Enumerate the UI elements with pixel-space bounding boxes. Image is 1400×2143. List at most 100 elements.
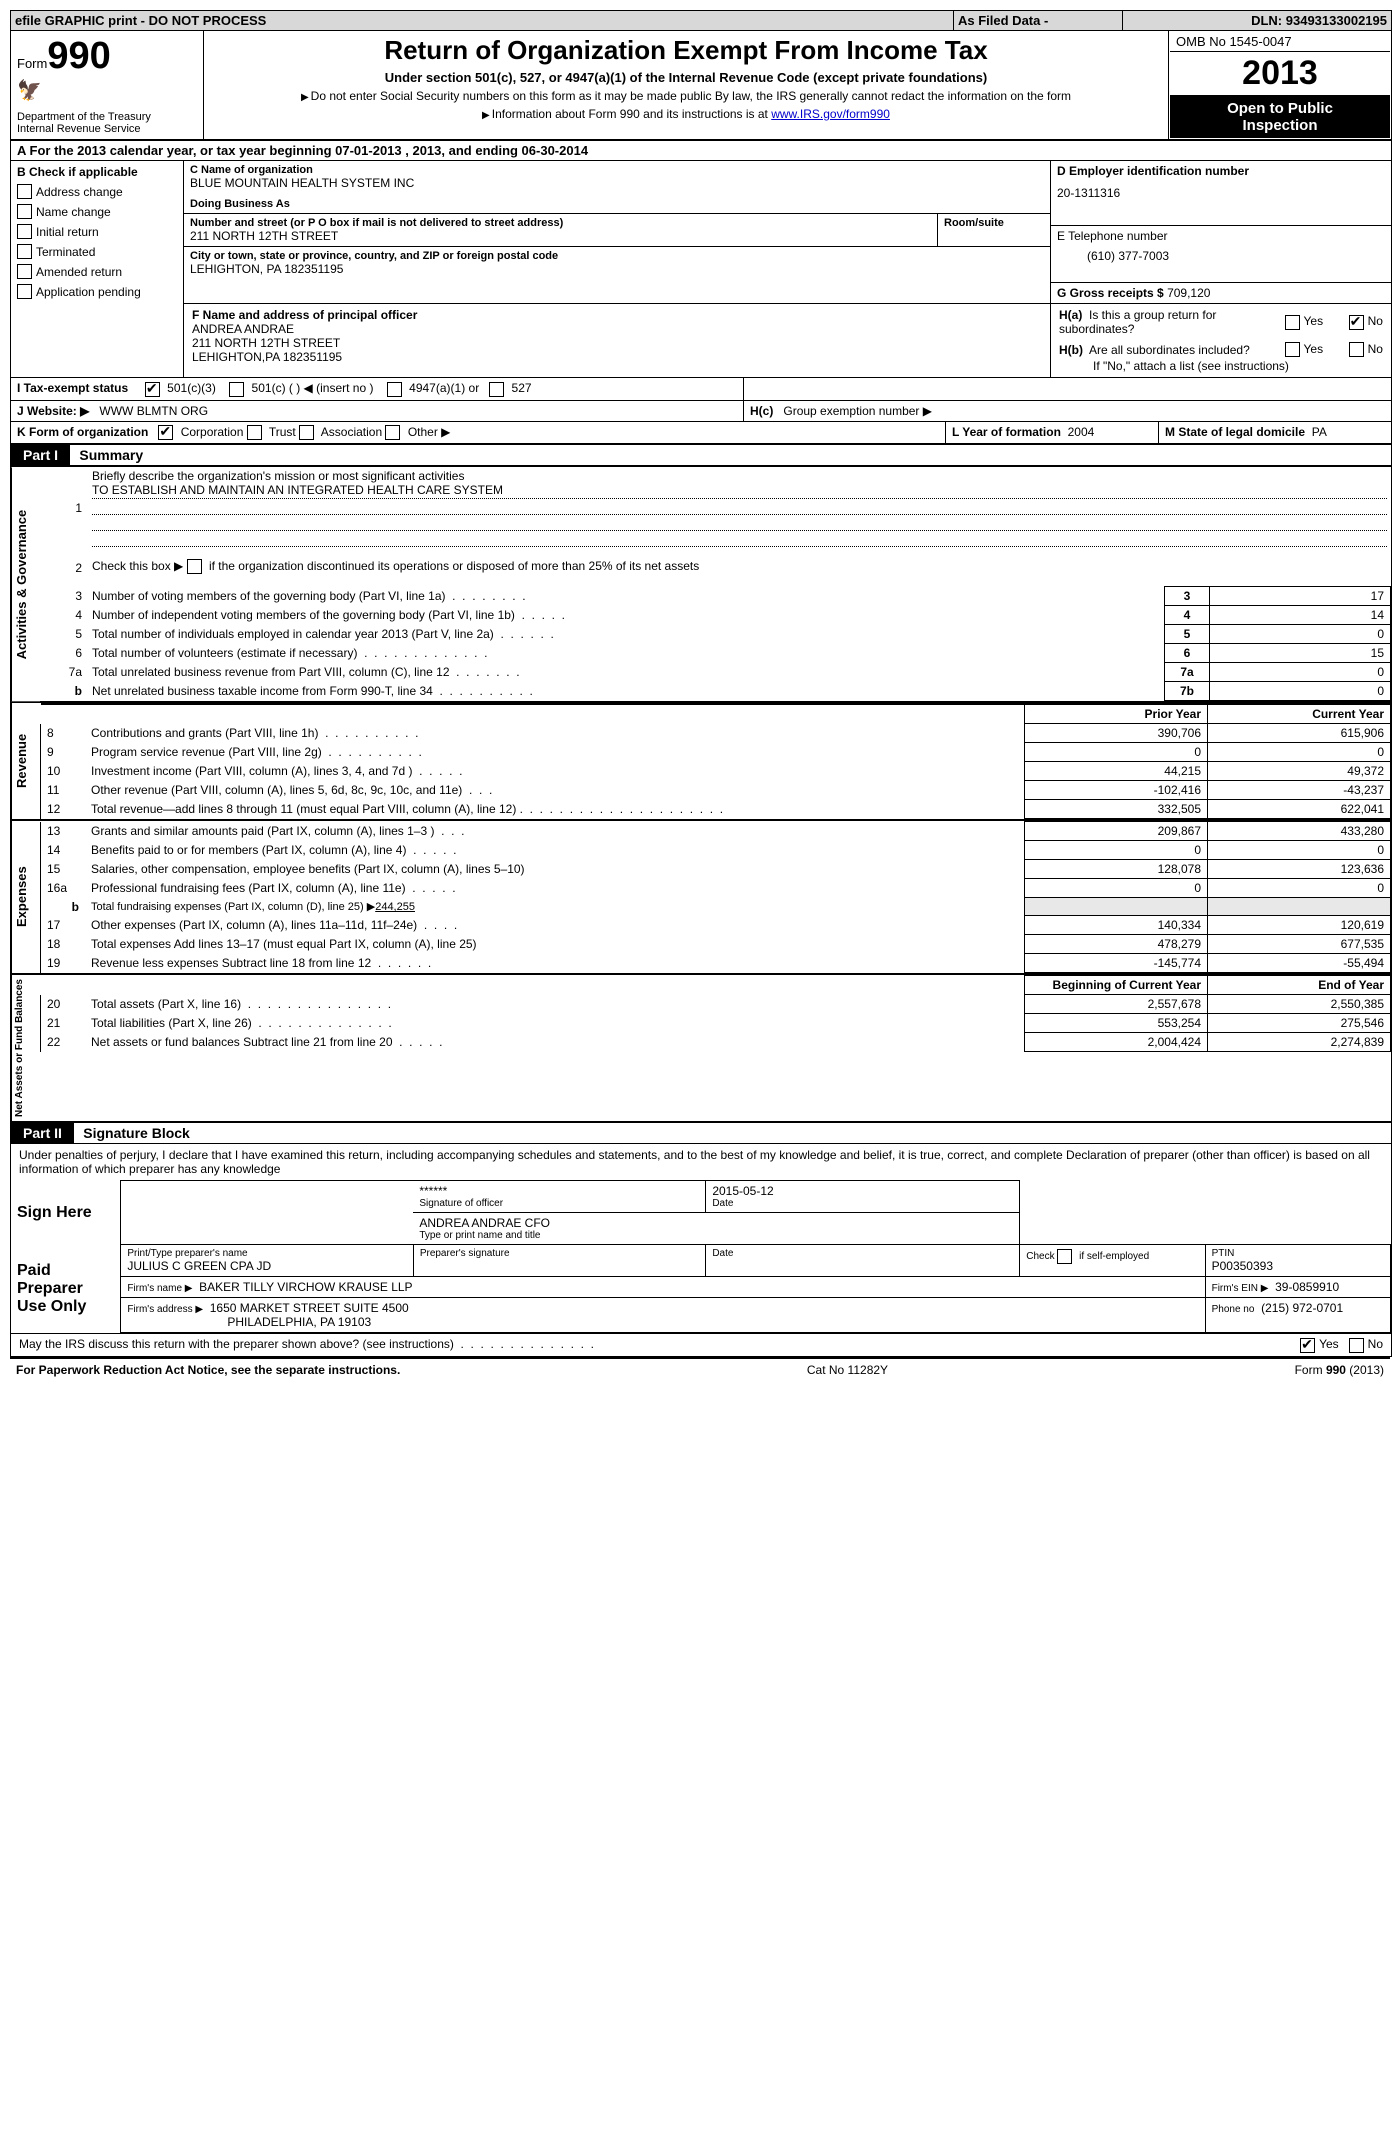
- paid-prep-label: Paid Preparer Use Only: [11, 1245, 121, 1333]
- n22-desc: Net assets or fund balances Subtract lin…: [85, 1033, 1025, 1052]
- e16a-cy: 0: [1208, 879, 1391, 898]
- name-label: Type or print name and title: [419, 1230, 1013, 1241]
- ha-row: H(a) Is this a group return for subordin…: [1059, 308, 1383, 336]
- selfemp-label: Check if self-employed: [1026, 1251, 1149, 1262]
- n20-num: 20: [41, 995, 86, 1014]
- firm-name-label: Firm's name ▶: [127, 1283, 192, 1294]
- state-domicile: PA: [1312, 425, 1327, 439]
- row-k: K Form of organization Corporation Trust…: [11, 421, 1391, 443]
- cb-501c[interactable]: [229, 382, 244, 397]
- officer-addr2: LEHIGHTON,PA 182351195: [192, 350, 342, 364]
- part1-header-row: Part I Summary: [11, 443, 1391, 465]
- footer-mid: Cat No 11282Y: [807, 1363, 888, 1377]
- row-a-tax-year: A For the 2013 calendar year, or tax yea…: [11, 141, 1391, 161]
- firm-name-cell: Firm's name ▶ BAKER TILLY VIRCHOW KRAUSE…: [121, 1277, 1205, 1298]
- k-label: K Form of organization: [17, 425, 148, 439]
- cb-terminated[interactable]: Terminated: [17, 244, 177, 259]
- r10-cy: 49,372: [1208, 762, 1391, 781]
- firm-addr-label: Firm's address ▶: [127, 1304, 203, 1315]
- omb-no: OMB No 1545-0047: [1170, 32, 1390, 52]
- row6-desc: Total number of volunteers (estimate if …: [88, 644, 1165, 663]
- cb-address-change[interactable]: Address change: [17, 184, 177, 199]
- section-revenue: Revenue Prior Year Current Year 8 Contri…: [11, 701, 1391, 819]
- room-cell: Room/suite: [938, 214, 1051, 247]
- col-b-header: B Check if applicable: [17, 165, 177, 179]
- i-label: I Tax-exempt status: [17, 381, 128, 395]
- section-netassets: Net Assets or Fund Balances Beginning of…: [11, 973, 1391, 1121]
- gov-row-4: 4 Number of independent voting members o…: [40, 606, 1391, 625]
- e15-num: 15: [41, 860, 86, 879]
- row6-box: 6: [1165, 644, 1210, 663]
- n21-py: 553,254: [1025, 1014, 1208, 1033]
- row3-desc: Number of voting members of the governin…: [88, 587, 1165, 606]
- end-year-hdr: End of Year: [1208, 976, 1391, 995]
- cb-discuss-yes[interactable]: [1300, 1338, 1315, 1353]
- cb-assoc[interactable]: [299, 425, 314, 440]
- e19-num: 19: [41, 954, 86, 973]
- m-label: M State of legal domicile: [1165, 425, 1305, 439]
- cb-4947[interactable]: [387, 382, 402, 397]
- cb-amended-return[interactable]: Amended return: [17, 264, 177, 279]
- n21-num: 21: [41, 1014, 86, 1033]
- row3-box: 3: [1165, 587, 1210, 606]
- hb-yes[interactable]: Yes: [1285, 342, 1324, 357]
- k-form-org: K Form of organization Corporation Trust…: [11, 421, 946, 443]
- signature-table: Sign Here ****** Signature of officer 20…: [11, 1180, 1391, 1333]
- row7b-desc: Net unrelated business taxable income fr…: [88, 682, 1165, 701]
- cb-initial-return[interactable]: Initial return: [17, 224, 177, 239]
- ha-yes[interactable]: Yes: [1285, 314, 1324, 329]
- e19-cy: -55,494: [1208, 954, 1391, 973]
- e13-desc: Grants and similar amounts paid (Part IX…: [85, 822, 1025, 841]
- phone-value: (610) 377-7003: [1057, 249, 1169, 263]
- cb-other[interactable]: [385, 425, 400, 440]
- q1-val: TO ESTABLISH AND MAINTAIN AN INTEGRATED …: [92, 483, 1387, 499]
- sig-label: Signature of officer: [419, 1198, 699, 1209]
- row-j: J Website: ▶ WWW BLMTN ORG: [11, 400, 744, 421]
- l-label: L Year of formation: [952, 425, 1061, 439]
- org-name: BLUE MOUNTAIN HEALTH SYSTEM INC: [190, 176, 414, 190]
- m-cell: M State of legal domicile PA: [1159, 421, 1392, 443]
- part2-badge: Part II: [11, 1123, 74, 1143]
- ha-no[interactable]: No: [1349, 314, 1383, 329]
- sign-arrow1: [121, 1181, 414, 1213]
- prep-name: JULIUS C GREEN CPA JD: [127, 1259, 271, 1273]
- cb-trust[interactable]: [247, 425, 262, 440]
- cb-selfemp[interactable]: [1057, 1249, 1072, 1264]
- row3-val: 17: [1210, 587, 1391, 606]
- header-center: Return of Organization Exempt From Incom…: [204, 31, 1169, 140]
- net-row-22: 22 Net assets or fund balances Subtract …: [41, 1033, 1391, 1052]
- cb-discontinued[interactable]: [187, 559, 202, 574]
- d-label: D Employer identification number: [1057, 164, 1249, 178]
- top-bar: efile GRAPHIC print - DO NOT PROCESS As …: [11, 11, 1391, 31]
- cb-application-pending[interactable]: Application pending: [17, 284, 177, 299]
- cb-name-change[interactable]: Name change: [17, 204, 177, 219]
- e16b-cy: [1208, 898, 1391, 916]
- rev-row-11: 11 Other revenue (Part VIII, column (A),…: [41, 781, 1391, 800]
- cb-527[interactable]: [489, 382, 504, 397]
- exp-row-16a: 16a Professional fundraising fees (Part …: [41, 879, 1391, 898]
- e13-py: 209,867: [1025, 822, 1208, 841]
- dba-label: Doing Business As: [190, 198, 290, 210]
- q2-rest: if the organization discontinued its ope…: [209, 559, 699, 573]
- dln-value: 93493133002195: [1286, 13, 1387, 28]
- r9-cy: 0: [1208, 743, 1391, 762]
- e-label: E Telephone number: [1057, 229, 1168, 243]
- e18-desc: Total expenses Add lines 13–17 (must equ…: [85, 935, 1025, 954]
- form-title: Return of Organization Exempt From Incom…: [210, 35, 1162, 66]
- hb-no[interactable]: No: [1349, 342, 1383, 357]
- q2-cell: Check this box ▶ if the organization dis…: [88, 549, 1391, 587]
- city-cell: City or town, state or province, country…: [184, 247, 1050, 280]
- r11-py: -102,416: [1025, 781, 1208, 800]
- r12-num: 12: [41, 800, 86, 819]
- firm-addr1: 1650 MARKET STREET SUITE 4500: [210, 1301, 409, 1315]
- irs-link[interactable]: www.IRS.gov/form990: [771, 107, 890, 121]
- cb-501c3[interactable]: [145, 382, 160, 397]
- cb-discuss-no[interactable]: [1349, 1338, 1364, 1353]
- officer-name-title: ANDREA ANDRAE CFO: [419, 1216, 550, 1230]
- e16a-py: 0: [1025, 879, 1208, 898]
- e15-desc: Salaries, other compensation, employee b…: [85, 860, 1025, 879]
- r10-py: 44,215: [1025, 762, 1208, 781]
- row6-num: 6: [40, 644, 88, 663]
- cb-corp[interactable]: [158, 425, 173, 440]
- sig-date-cell: 2015-05-12 Date: [706, 1181, 1020, 1213]
